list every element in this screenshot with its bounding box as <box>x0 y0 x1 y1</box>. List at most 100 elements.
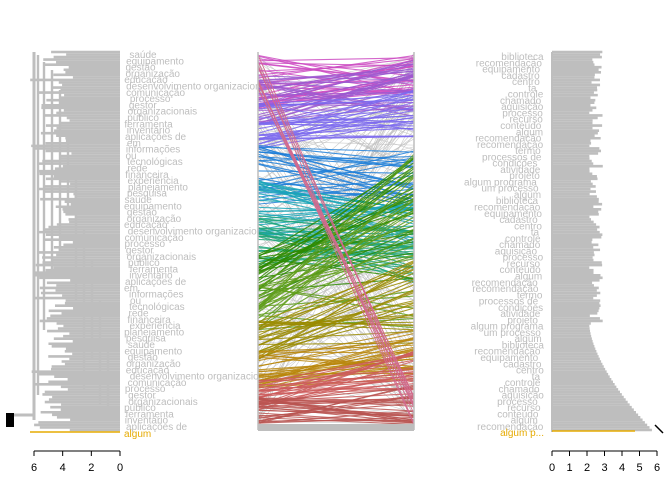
right-leaf-label: recomendação <box>474 203 541 214</box>
connector-line <box>257 228 415 287</box>
connector-line <box>257 320 415 327</box>
right-leaf-label: controle <box>505 378 541 389</box>
right-leaf-label: biblioteca <box>501 52 544 63</box>
right-leaf-label: equipamento <box>482 65 540 76</box>
left-leaf-label: comunicação <box>126 88 185 99</box>
left-leaf-label: em <box>127 138 141 149</box>
connector-line <box>257 153 415 203</box>
right-leaf-label: controle <box>508 90 544 101</box>
connector-line <box>257 63 415 92</box>
left-axis-tick-label: 2 <box>88 462 94 474</box>
right-leaf-label: chamado <box>500 96 542 107</box>
connector-line <box>257 295 415 307</box>
left-axis-tick-label: 0 <box>117 462 123 474</box>
left-leaf-label: organização <box>125 69 180 80</box>
left-leaf-label: saúde <box>128 340 156 351</box>
left-leaf-label: educação <box>126 365 170 376</box>
left-leaf-label: público <box>127 113 159 124</box>
connector-line <box>257 370 415 393</box>
left-leaf-label: experiência <box>128 176 180 187</box>
right-leaf-label: algum programa <box>471 322 544 333</box>
connector-line <box>257 384 415 424</box>
connector-line <box>257 107 415 125</box>
right-leaf-label: biblioteca <box>502 340 545 351</box>
right-leaf-label: equipamento <box>480 353 538 364</box>
right-leaf-label: projeto <box>507 315 538 326</box>
connector-line <box>257 70 415 82</box>
right-leaf-label: biblioteca <box>496 196 539 207</box>
connector-line <box>257 94 415 125</box>
right-leaf-label: processos de <box>479 297 539 308</box>
right-leaf-label: conteúdo <box>500 121 542 132</box>
left-leaf-label: comunicação <box>125 233 184 244</box>
left-leaf-label: desenvolvimento organizacional <box>130 372 272 383</box>
right-leaf-label: processo <box>497 397 538 408</box>
left-leaf-label: saúde <box>125 195 153 206</box>
right-leaf-label: recomendação <box>477 140 544 151</box>
left-leaf-label: comunicação <box>128 378 187 389</box>
left-leaf-label: tecnológicas <box>127 157 183 168</box>
left-leaf-label: gestor <box>128 390 156 401</box>
left-dendrogram <box>6 50 120 433</box>
right-leaf-label: projeto <box>509 171 540 182</box>
left-leaf-label: pesquisa <box>127 189 167 200</box>
connector-line <box>257 187 415 255</box>
left-leaf-label: ou <box>125 151 136 162</box>
right-leaf-label: recomendação <box>477 422 544 433</box>
left-leaf-label: inventário <box>127 126 171 137</box>
left-leaf-label: inventário <box>129 271 173 282</box>
left-leaf-label: desenvolvimento organizacional <box>126 82 268 93</box>
connector-line <box>257 302 415 359</box>
left-leaf-label: saúde <box>129 50 157 61</box>
right-leaf-label: um processo <box>484 328 542 339</box>
connector-line <box>257 81 415 92</box>
left-leaf-label: ferramenta <box>130 264 179 275</box>
right-leaf-label: atividade <box>500 165 540 176</box>
connector-line <box>257 84 415 99</box>
left-leaf-label: processo <box>125 384 166 395</box>
connector-line <box>257 209 415 309</box>
left-leaf-label: experiência <box>129 321 181 332</box>
left-leaf-label: em <box>124 283 138 294</box>
left-leaf-label: organizacionais <box>128 107 198 118</box>
connector-line <box>257 175 415 270</box>
right-axis-tick-label: 5 <box>636 462 642 474</box>
right-leaf-label: atividade <box>500 309 540 320</box>
connector-line <box>257 217 415 234</box>
connector-line <box>257 211 415 313</box>
right-leaf-label: centro <box>512 77 540 88</box>
right-leaf-label: centro <box>514 221 542 232</box>
connector-line <box>257 156 415 168</box>
connector-line <box>257 397 415 407</box>
connector-line <box>257 397 415 405</box>
left-leaf-label: pesquisa <box>126 334 166 345</box>
connector-line <box>257 289 415 360</box>
connector-line <box>257 280 415 346</box>
left-leaf-label: organização <box>127 214 182 225</box>
connector-line <box>257 189 415 215</box>
right-label-column: bibliotecarecomendaçãoequipamentocadastr… <box>464 52 544 439</box>
connector-line <box>257 75 415 81</box>
left-leaf-label: processo <box>130 94 171 105</box>
right-leaf-label: recomendação <box>472 284 539 295</box>
connector-lines <box>257 52 415 431</box>
left-leaf-label: rede <box>129 309 149 320</box>
right-leaf-label: centro <box>516 366 544 377</box>
connector-line <box>257 166 415 268</box>
connector-line <box>257 156 415 162</box>
right-leaf-label: recomendação <box>474 347 541 358</box>
right-root-branch <box>654 424 664 434</box>
left-leaf-label: ferramenta <box>125 409 174 420</box>
connector-line <box>257 260 415 330</box>
left-leaf-label: informações <box>126 145 180 156</box>
right-leaf-label: conteúdo <box>497 409 539 420</box>
connector-line <box>257 329 415 362</box>
left-axis-tick-label: 4 <box>60 462 66 474</box>
connector-line <box>257 54 415 79</box>
connector-line <box>257 268 415 331</box>
right-leaf-label: cadastro <box>501 71 540 82</box>
connector-line <box>257 397 415 402</box>
connector-line <box>257 68 415 81</box>
connector-line <box>257 212 415 265</box>
